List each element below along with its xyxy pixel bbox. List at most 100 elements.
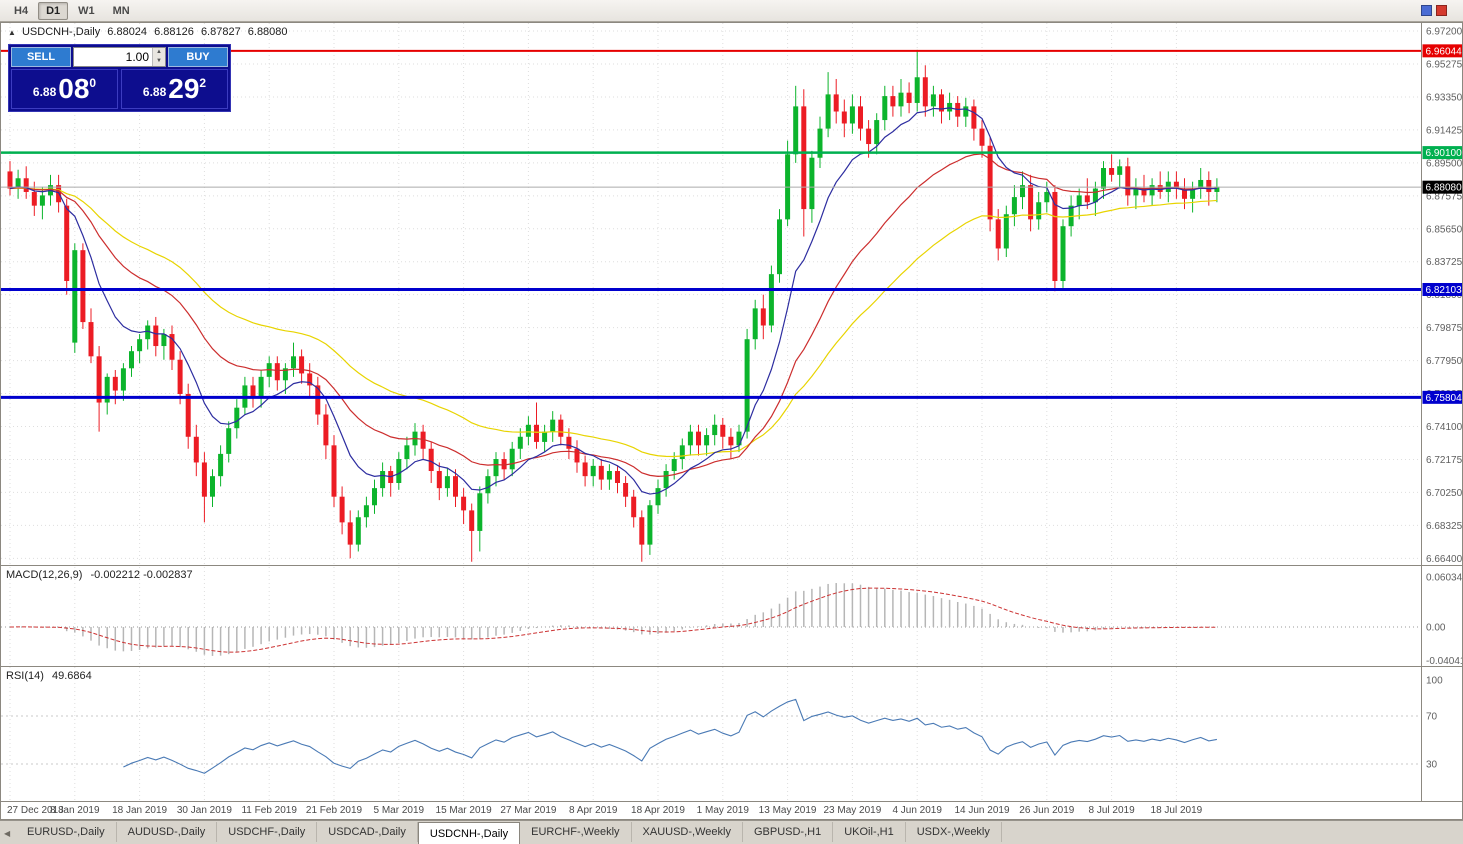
sell-price-prefix: 6.88	[32, 85, 57, 99]
price-axis-label: 6.68325	[1426, 521, 1463, 532]
date-label: 13 May 2019	[759, 805, 817, 816]
chart-tab[interactable]: USDCAD-,Daily	[317, 822, 418, 842]
low-value: 6.87827	[200, 26, 241, 38]
price-axis-label: 6.72175	[1426, 455, 1463, 466]
price-axis-label: 6.79875	[1426, 323, 1463, 334]
open-value: 6.88024	[107, 26, 148, 38]
chart-tab[interactable]: GBPUSD-,H1	[743, 822, 834, 842]
price-axis-label: 6.66400	[1426, 554, 1463, 565]
price-axis-label: 6.74100	[1426, 422, 1463, 433]
buy-price-button[interactable]: 6.88 29 2	[121, 69, 228, 109]
date-label: 5 Mar 2019	[374, 805, 425, 816]
sell-price-main: 08	[58, 73, 90, 104]
price-axis-label: 6.77950	[1426, 356, 1463, 367]
date-label: 27 Dec 2018	[7, 805, 64, 816]
date-label: 18 Apr 2019	[631, 805, 685, 816]
buy-price-prefix: 6.88	[142, 85, 167, 99]
tab-scroll-left-icon[interactable]: ◀	[4, 829, 11, 838]
lot-spinner: ▲ ▼	[152, 48, 165, 66]
date-label: 26 Jun 2019	[1019, 805, 1074, 816]
macd-name: MACD(12,26,9)	[6, 569, 83, 581]
macd-values: -0.002212 -0.002837	[90, 569, 193, 581]
macd-signal-line	[9, 587, 1217, 653]
close-value: 6.88080	[247, 26, 288, 38]
date-label: 8 Jul 2019	[1089, 805, 1136, 816]
chart-tab[interactable]: XAUUSD-,Weekly	[632, 822, 743, 842]
date-label: 11 Feb 2019	[241, 805, 297, 816]
buy-price-main: 29	[168, 73, 200, 104]
date-label: 4 Jun 2019	[892, 805, 942, 816]
macd-axis-label: 0.00	[1426, 622, 1446, 633]
chart-canvas[interactable]: 6.97200 6.95275 6.93350 6.91425 6.89500 6.875…	[0, 0, 1463, 820]
date-label: 23 May 2019	[823, 805, 881, 816]
chart-tab[interactable]: USDCHF-,Daily	[217, 822, 318, 842]
one-click-trading-panel: SELL 1.00 ▲ ▼ BUY 6.88 08 0 6.88 29 2	[8, 44, 231, 112]
chart-tab[interactable]: UKOil-,H1	[833, 822, 906, 842]
price-axis-label: 6.85650	[1426, 224, 1463, 235]
price-axis-label: 6.91425	[1426, 125, 1463, 136]
chart-tab[interactable]: EURCHF-,Weekly	[520, 822, 632, 842]
price-axis-label: 6.97200	[1426, 27, 1463, 38]
sell-price-button[interactable]: 6.88 08 0	[11, 69, 118, 109]
rsi-label: RSI(14) 49.6864	[6, 670, 97, 682]
period-button-h4[interactable]: H4	[14, 4, 29, 17]
price-axis: 6.97200 6.95275 6.93350 6.91425 6.89500 6.875…	[1422, 27, 1463, 771]
period-button-d1[interactable]: D1	[38, 1, 69, 20]
chart-tab[interactable]: EURUSD-,Daily	[16, 822, 117, 842]
chart-tab[interactable]: USDX-,Weekly	[906, 822, 1002, 842]
ma-10-line	[9, 107, 1217, 495]
period-button-w1[interactable]: W1	[78, 4, 95, 17]
price-level-label: 6.75804	[1426, 393, 1463, 404]
price-axis-label: 6.95275	[1426, 60, 1463, 71]
buy-button[interactable]: BUY	[168, 47, 228, 67]
symbol-name: USDCNH-,Daily	[21, 26, 101, 38]
price-axis-label: 6.70250	[1426, 488, 1463, 499]
lot-size-input[interactable]: 1.00 ▲ ▼	[73, 47, 166, 67]
period-button-mn[interactable]: MN	[112, 4, 130, 17]
chart-tabs: EURUSD-,Daily AUDUSD-,Daily USDCHF-,Daily U…	[16, 822, 1002, 844]
macd-axis-label: 0.060342	[1426, 572, 1463, 583]
price-level-label: 6.96044	[1426, 46, 1463, 57]
macd-label: MACD(12,26,9) -0.002212 -0.002837	[6, 569, 198, 581]
price-axis-label: 6.93350	[1426, 92, 1463, 103]
grid-layer	[1, 23, 1421, 801]
ma-25-line	[9, 153, 1217, 477]
sell-button[interactable]: SELL	[11, 47, 71, 67]
close-icon[interactable]	[1436, 5, 1447, 16]
chart-tab[interactable]: USDCNH-,Daily	[417, 822, 521, 844]
sell-price-point: 0	[89, 76, 97, 90]
lot-increase-button[interactable]: ▲	[153, 48, 165, 57]
window-controls	[1421, 5, 1457, 16]
restore-icon[interactable]	[1421, 5, 1432, 16]
trend-up-icon: ▲	[8, 28, 16, 37]
date-label: 8 Apr 2019	[569, 805, 618, 816]
date-label: 8 Jan 2019	[50, 805, 100, 816]
date-label: 18 Jul 2019	[1151, 805, 1203, 816]
date-label: 14 Jun 2019	[954, 805, 1009, 816]
rsi-axis-label: 70	[1426, 712, 1438, 723]
price-level-label: 6.90100	[1426, 148, 1463, 159]
period-toolbar: H4 D1 W1 MN	[0, 0, 1463, 22]
chart-title: ▲ USDCNH-,Daily 6.88024 6.88126 6.87827 …	[8, 26, 292, 38]
price-axis-label: 6.87575	[1426, 191, 1463, 202]
date-label: 18 Jan 2019	[112, 805, 167, 816]
buy-price-point: 2	[199, 76, 207, 90]
chart-tabs-bar: ◀ EURUSD-,Daily AUDUSD-,Daily USDCHF-,Dail…	[0, 820, 1463, 844]
rsi-name: RSI(14)	[6, 670, 44, 682]
date-label: 15 Mar 2019	[436, 805, 493, 816]
chart-tab[interactable]: AUDUSD-,Daily	[117, 822, 218, 842]
timeframe-buttons: H4 D1 W1 MN	[6, 1, 140, 20]
price-axis-label: 6.83725	[1426, 257, 1463, 268]
date-label: 30 Jan 2019	[177, 805, 232, 816]
high-value: 6.88126	[154, 26, 194, 38]
ma-45-line	[9, 187, 1217, 458]
price-axis-label: 6.89500	[1426, 158, 1463, 169]
lot-decrease-button[interactable]: ▼	[153, 57, 165, 66]
lot-size-value[interactable]: 1.00	[125, 50, 149, 64]
rsi-value: 49.6864	[51, 670, 92, 682]
date-label: 21 Feb 2019	[306, 805, 363, 816]
rsi-axis-label: 30	[1426, 760, 1438, 771]
price-level-label: 6.82103	[1426, 285, 1463, 296]
macd-axis-label: -0.040415	[1426, 656, 1463, 667]
rsi-axis-label: 100	[1426, 676, 1443, 687]
